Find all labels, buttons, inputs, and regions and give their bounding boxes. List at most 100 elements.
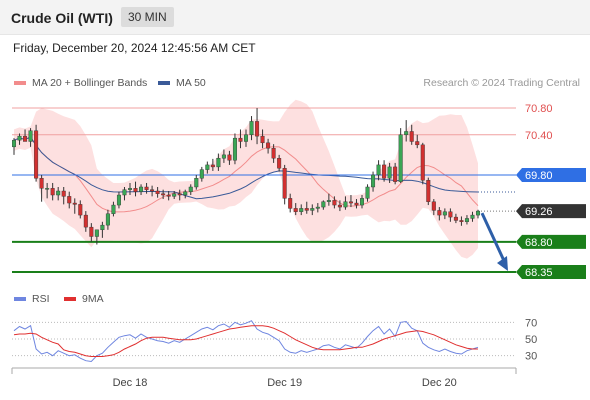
rsi-legend-label: 9MA [82,293,104,305]
candle-body [205,164,210,170]
rsi-tick-label: 50 [525,334,537,346]
level-resistance-label: 70.80 [525,103,553,115]
candle-body [470,214,475,219]
candle-body [404,131,409,135]
candle-body [111,204,116,214]
level-pivot-tag [516,167,586,182]
last-price-label: 69.26 [525,206,553,218]
candle-body [122,189,127,196]
candle-body [448,211,453,218]
candle-body [260,135,265,144]
candle-body [194,178,199,188]
legend-label: MA 50 [176,77,206,89]
candle-body [398,134,403,182]
level-support-label: 68.35 [525,267,553,279]
level-resistance-label: 70.40 [525,130,553,142]
candle-body [243,134,248,142]
level-support-tag [516,264,586,279]
candle-body [271,147,276,159]
candle-body [354,202,359,206]
candle-body [188,186,193,192]
candle-body [83,214,88,228]
candle-body [431,201,436,211]
rsi-legend-swatch [64,297,76,301]
candle-body [255,121,260,137]
candle-body [360,198,365,206]
rsi-legend-swatch [14,297,26,301]
candle-body [105,213,110,226]
candle-body [232,137,237,161]
candle-body [315,206,320,209]
candle-body [94,229,99,237]
candle-body [227,154,232,161]
candle-body [133,188,138,192]
candle-body [199,169,204,179]
rsi-tick-label: 70 [525,317,537,329]
candle-body [39,178,44,189]
candle-body [89,226,94,237]
candle-body [288,198,293,209]
candle-body [72,202,77,205]
level-support-tag [516,234,586,249]
candle-body [172,193,177,197]
candle-body [56,190,61,196]
candle-body [299,208,304,212]
candle-body [266,142,271,149]
candle-body [23,135,28,142]
candle-body [437,210,442,216]
timeframe-badge[interactable]: 30 MIN [121,7,174,27]
candle-body [332,200,337,206]
candle-body [216,158,221,168]
rsi-ma-line [13,325,478,357]
legend-swatch [158,81,170,85]
candle-body [415,141,420,146]
candle-body [310,208,315,211]
candle-body [277,158,282,169]
level-support-label: 68.80 [525,237,553,249]
x-tick-label: Dec 19 [267,377,302,389]
candle-body [249,121,254,136]
legend-label: MA 20 + Bollinger Bands [32,77,147,89]
candle-body [67,196,72,204]
candle-body [371,174,376,188]
candle-body [221,154,226,159]
candle-body [459,220,464,222]
candle-body [326,200,331,202]
candle-body [304,208,309,211]
candle-body [476,210,481,216]
rsi-tick-label: 30 [525,351,537,363]
candle-body [293,208,298,212]
candle-body [238,137,243,142]
candle-body [393,166,398,182]
candle-body [50,188,55,196]
candle-body [61,190,66,197]
candle-body [453,216,458,221]
rsi-line [13,320,479,363]
candle-body [17,135,22,141]
candle-body [420,144,425,181]
candle-body [177,193,182,196]
candle-body [409,131,414,142]
candle-body [183,191,188,196]
candle-body [144,186,149,190]
candle-body [127,188,132,190]
candle-body [348,201,353,204]
candle-body [382,164,387,179]
header-bar: Crude Oil (WTI) 30 MIN [0,0,590,35]
x-tick-label: Dec 18 [113,377,148,389]
candle-body [426,180,431,202]
candle-body [100,224,105,231]
candle-body [139,186,144,192]
candle-body [210,164,215,168]
candle-body [34,130,39,179]
timestamp: Friday, December 20, 2024 12:45:56 AM CE… [13,41,256,55]
source-label: Research © 2024 Trading Central [423,77,580,89]
bollinger-band [14,99,478,259]
legend-swatch [14,81,26,85]
candle-body [45,188,50,190]
candle-body [116,194,121,206]
candle-body [376,164,381,176]
candle-body [337,204,342,208]
